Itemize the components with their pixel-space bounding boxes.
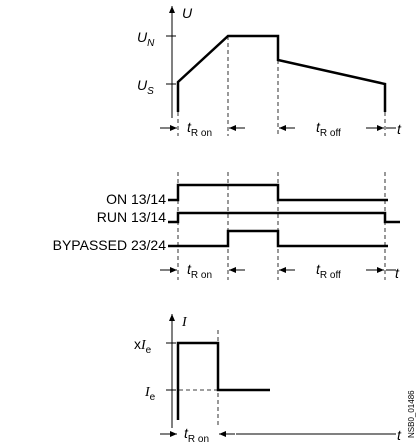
bypass-signal	[168, 229, 388, 248]
interval-label: tR on	[187, 119, 212, 139]
signal-label: ON 13/14	[106, 191, 166, 207]
signal-label: RUN 13/14	[97, 209, 166, 225]
on-signal	[168, 183, 388, 202]
run-signal	[168, 211, 400, 224]
figure-id: NSB0_01486	[407, 390, 416, 438]
interval-label: tR off	[316, 119, 341, 139]
time-label: t	[397, 121, 402, 137]
interval-label: tR off	[316, 261, 341, 281]
interval-label: tR on	[187, 261, 212, 281]
current-graph: I xIe Ie tR on t	[134, 314, 402, 443]
signal-label: BYPASSED 23/24	[53, 237, 167, 253]
interval-label: tR on	[184, 425, 209, 443]
level-label: US	[137, 77, 154, 97]
axis-label: I	[181, 315, 188, 330]
level-label: Ie	[144, 385, 156, 403]
voltage-curve	[176, 34, 387, 112]
level-label: xIe	[134, 336, 152, 356]
relay-graph: ON 13/14 RUN 13/14 BYPASSED 23/24 tR on …	[53, 172, 400, 281]
voltage-graph: U UN US tR on tR off t	[137, 5, 402, 139]
time-label: t	[395, 265, 400, 281]
current-curve	[176, 341, 270, 420]
axis-label: U	[182, 5, 193, 21]
time-label: t	[397, 427, 402, 443]
level-label: UN	[137, 29, 155, 49]
